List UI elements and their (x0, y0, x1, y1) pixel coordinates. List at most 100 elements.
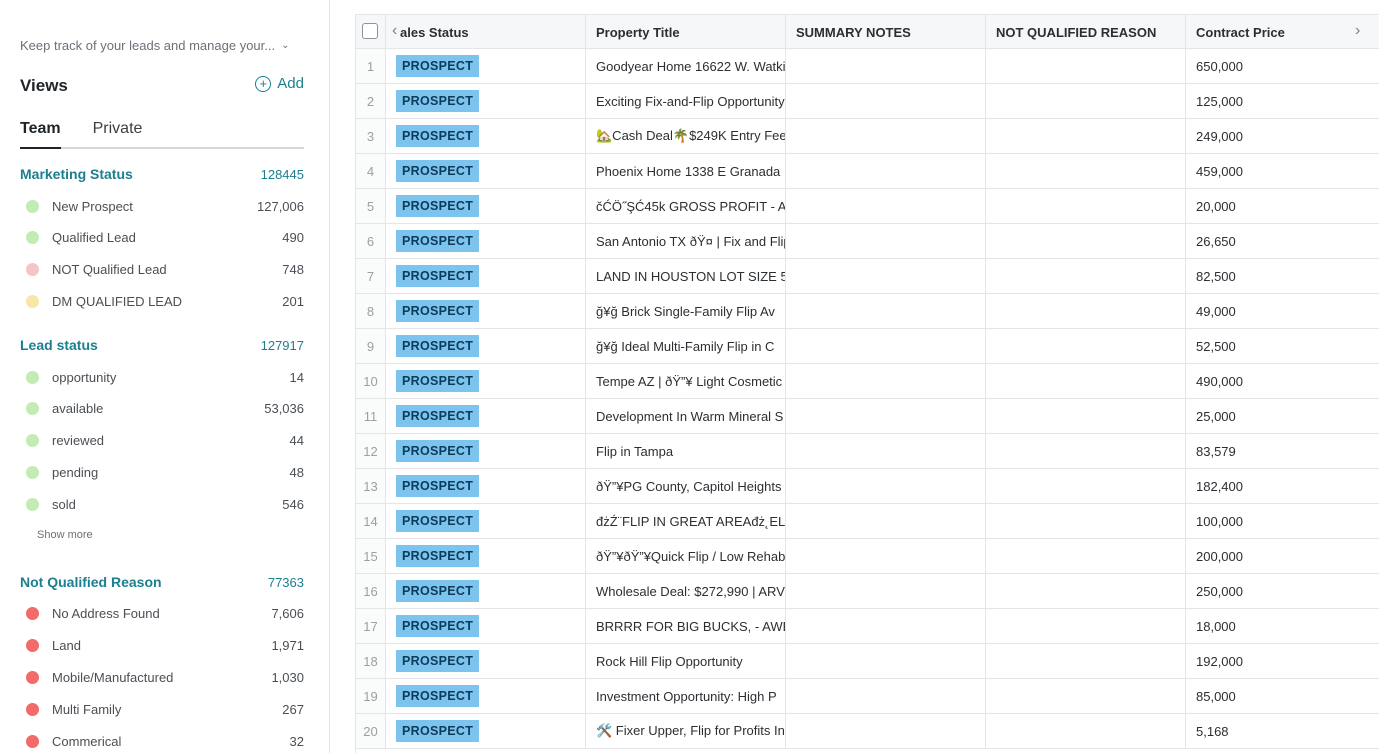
property-title-cell[interactable]: Investment Opportunity: High P (586, 679, 786, 713)
contract-price-cell[interactable]: 5,168 (1196, 723, 1229, 739)
sales-status-cell[interactable]: PROSPECT (386, 119, 586, 153)
sales-status-cell[interactable]: PROSPECT (386, 329, 586, 363)
property-title-cell[interactable]: Wholesale Deal: $272,990 | ARV (586, 574, 786, 608)
property-title-cell[interactable]: Exciting Fix-and-Flip Opportunity (586, 84, 786, 118)
property-title-cell[interactable]: ğ¥ğ Ideal Multi-Family Flip in C (586, 329, 786, 363)
add-view-button[interactable]: + Add (255, 75, 304, 92)
contract-price-cell[interactable]: 26,650 (1196, 233, 1236, 249)
property-title-cell[interactable]: Goodyear Home 16622 W. Watkins (586, 49, 786, 83)
not-qualified-reason-cell[interactable] (986, 294, 1186, 328)
contract-price-cell[interactable]: 100,000 (1196, 513, 1243, 529)
not-qualified-reason-cell[interactable] (986, 259, 1186, 293)
not-qualified-reason-cell[interactable] (986, 189, 1186, 223)
group-marketing-status[interactable]: Marketing Status 128445 (20, 164, 304, 184)
table-row[interactable]: 11 PROSPECT Development In Warm Mineral S 2… (356, 399, 1379, 434)
summary-notes-cell[interactable] (786, 259, 986, 293)
column-header-not-qualified-reason[interactable]: NOT QUALIFIED REASON (986, 15, 1186, 49)
property-title-cell[interactable]: đżŹ¨FLIP IN GREAT AREAđż˛EL (586, 504, 786, 538)
column-header-contract-price[interactable]: Contract Price (1186, 15, 1379, 49)
contract-price-cell[interactable]: 82,500 (1196, 268, 1236, 284)
table-row[interactable]: 6 PROSPECT San Antonio TX ðŸ¤ | Fix and Fl… (356, 224, 1379, 259)
sales-status-cell[interactable]: PROSPECT (386, 154, 586, 188)
sales-status-cell[interactable]: PROSPECT (386, 364, 586, 398)
summary-notes-cell[interactable] (786, 294, 986, 328)
summary-notes-cell[interactable] (786, 119, 986, 153)
contract-price-cell[interactable]: 52,500 (1196, 338, 1236, 354)
sales-status-cell[interactable]: PROSPECT (386, 644, 586, 678)
not-qualified-reason-cell[interactable] (986, 539, 1186, 573)
filter-item-available[interactable]: available 53,036 (26, 398, 304, 418)
column-header-sales-status[interactable]: ales Status (386, 15, 586, 49)
table-row[interactable]: 20 PROSPECT 🛠️ Fixer Upper, Flip for Profi… (356, 714, 1379, 749)
property-title-cell[interactable]: ğ¥ğ Brick Single-Family Flip Av (586, 294, 786, 328)
filter-item-dm-qualified-lead[interactable]: DM QUALIFIED LEAD 201 (26, 291, 304, 311)
sales-status-cell[interactable]: PROSPECT (386, 469, 586, 503)
table-row[interactable]: 16 PROSPECT Wholesale Deal: $272,990 | ARV… (356, 574, 1379, 609)
summary-notes-cell[interactable] (786, 224, 986, 258)
show-more-link[interactable]: Show more (37, 529, 93, 541)
contract-price-cell[interactable]: 18,000 (1196, 618, 1236, 634)
summary-notes-cell[interactable] (786, 644, 986, 678)
group-lead-status[interactable]: Lead status 127917 (20, 335, 304, 355)
property-title-cell[interactable]: LAND IN HOUSTON LOT SIZE 5 (586, 259, 786, 293)
chevron-left-icon[interactable]: ‹ (392, 22, 398, 39)
filter-item-not-qualified-lead[interactable]: NOT Qualified Lead 748 (26, 259, 304, 279)
summary-notes-cell[interactable] (786, 434, 986, 468)
filter-item-opportunity[interactable]: opportunity 14 (26, 367, 304, 387)
not-qualified-reason-cell[interactable] (986, 644, 1186, 678)
property-title-cell[interactable]: 🏡Cash Deal🌴$249K Entry Fee (586, 119, 786, 153)
property-title-cell[interactable]: Phoenix Home 1338 E Granada (586, 154, 786, 188)
table-row[interactable]: 13 PROSPECT ðŸ”¥PG County, Capitol Heights… (356, 469, 1379, 504)
not-qualified-reason-cell[interactable] (986, 399, 1186, 433)
tab-team[interactable]: Team (20, 120, 61, 149)
property-title-cell[interactable]: Rock Hill Flip Opportunity (586, 644, 786, 678)
filter-item-commerical[interactable]: Commerical 32 (26, 731, 304, 751)
filter-item-reviewed[interactable]: reviewed 44 (26, 430, 304, 450)
table-row[interactable]: 18 PROSPECT Rock Hill Flip Opportunity 192,… (356, 644, 1379, 679)
property-title-cell[interactable]: 🛠️ Fixer Upper, Flip for Profits In (586, 714, 786, 748)
not-qualified-reason-cell[interactable] (986, 574, 1186, 608)
filter-item-mobile-manufactured[interactable]: Mobile/Manufactured 1,030 (26, 667, 304, 687)
contract-price-cell[interactable]: 182,400 (1196, 478, 1243, 494)
filter-item-sold[interactable]: sold 546 (26, 494, 304, 514)
summary-notes-cell[interactable] (786, 329, 986, 363)
sales-status-cell[interactable]: PROSPECT (386, 504, 586, 538)
summary-notes-cell[interactable] (786, 364, 986, 398)
contract-price-cell[interactable]: 83,579 (1196, 443, 1236, 459)
sales-status-cell[interactable]: PROSPECT (386, 294, 586, 328)
not-qualified-reason-cell[interactable] (986, 504, 1186, 538)
table-row[interactable]: 4 PROSPECT Phoenix Home 1338 E Granada 459,… (356, 154, 1379, 189)
select-all-checkbox[interactable] (362, 23, 378, 39)
sales-status-cell[interactable]: PROSPECT (386, 434, 586, 468)
filter-item-pending[interactable]: pending 48 (26, 462, 304, 482)
summary-notes-cell[interactable] (786, 504, 986, 538)
summary-notes-cell[interactable] (786, 609, 986, 643)
not-qualified-reason-cell[interactable] (986, 84, 1186, 118)
not-qualified-reason-cell[interactable] (986, 609, 1186, 643)
filter-item-land[interactable]: Land 1,971 (26, 635, 304, 655)
filter-item-qualified-lead[interactable]: Qualified Lead 490 (26, 227, 304, 247)
description-dropdown[interactable]: Keep track of your leads and manage your… (20, 36, 310, 54)
summary-notes-cell[interactable] (786, 399, 986, 433)
summary-notes-cell[interactable] (786, 84, 986, 118)
sales-status-cell[interactable]: PROSPECT (386, 714, 586, 748)
property-title-cell[interactable]: Development In Warm Mineral S (586, 399, 786, 433)
summary-notes-cell[interactable] (786, 539, 986, 573)
summary-notes-cell[interactable] (786, 154, 986, 188)
column-header-property-title[interactable]: Property Title (586, 15, 786, 49)
table-row[interactable]: 1 PROSPECT Goodyear Home 16622 W. Watkins 6… (356, 49, 1379, 84)
property-title-cell[interactable]: Tempe AZ | ðŸ”¥ Light Cosmetic (586, 364, 786, 398)
sales-status-cell[interactable]: PROSPECT (386, 679, 586, 713)
contract-price-cell[interactable]: 85,000 (1196, 688, 1236, 704)
table-row[interactable]: 12 PROSPECT Flip in Tampa 83,579 (356, 434, 1379, 469)
property-title-cell[interactable]: ðŸ”¥PG County, Capitol Heights (586, 469, 786, 503)
contract-price-cell[interactable]: 49,000 (1196, 303, 1236, 319)
property-title-cell[interactable]: Flip in Tampa (586, 434, 786, 468)
table-row[interactable]: 10 PROSPECT Tempe AZ | ðŸ”¥ Light Cosmetic… (356, 364, 1379, 399)
not-qualified-reason-cell[interactable] (986, 364, 1186, 398)
summary-notes-cell[interactable] (786, 679, 986, 713)
table-row[interactable]: 17 PROSPECT BRRRR FOR BIG BUCKS, - AWES 18,… (356, 609, 1379, 644)
summary-notes-cell[interactable] (786, 574, 986, 608)
not-qualified-reason-cell[interactable] (986, 49, 1186, 83)
not-qualified-reason-cell[interactable] (986, 469, 1186, 503)
